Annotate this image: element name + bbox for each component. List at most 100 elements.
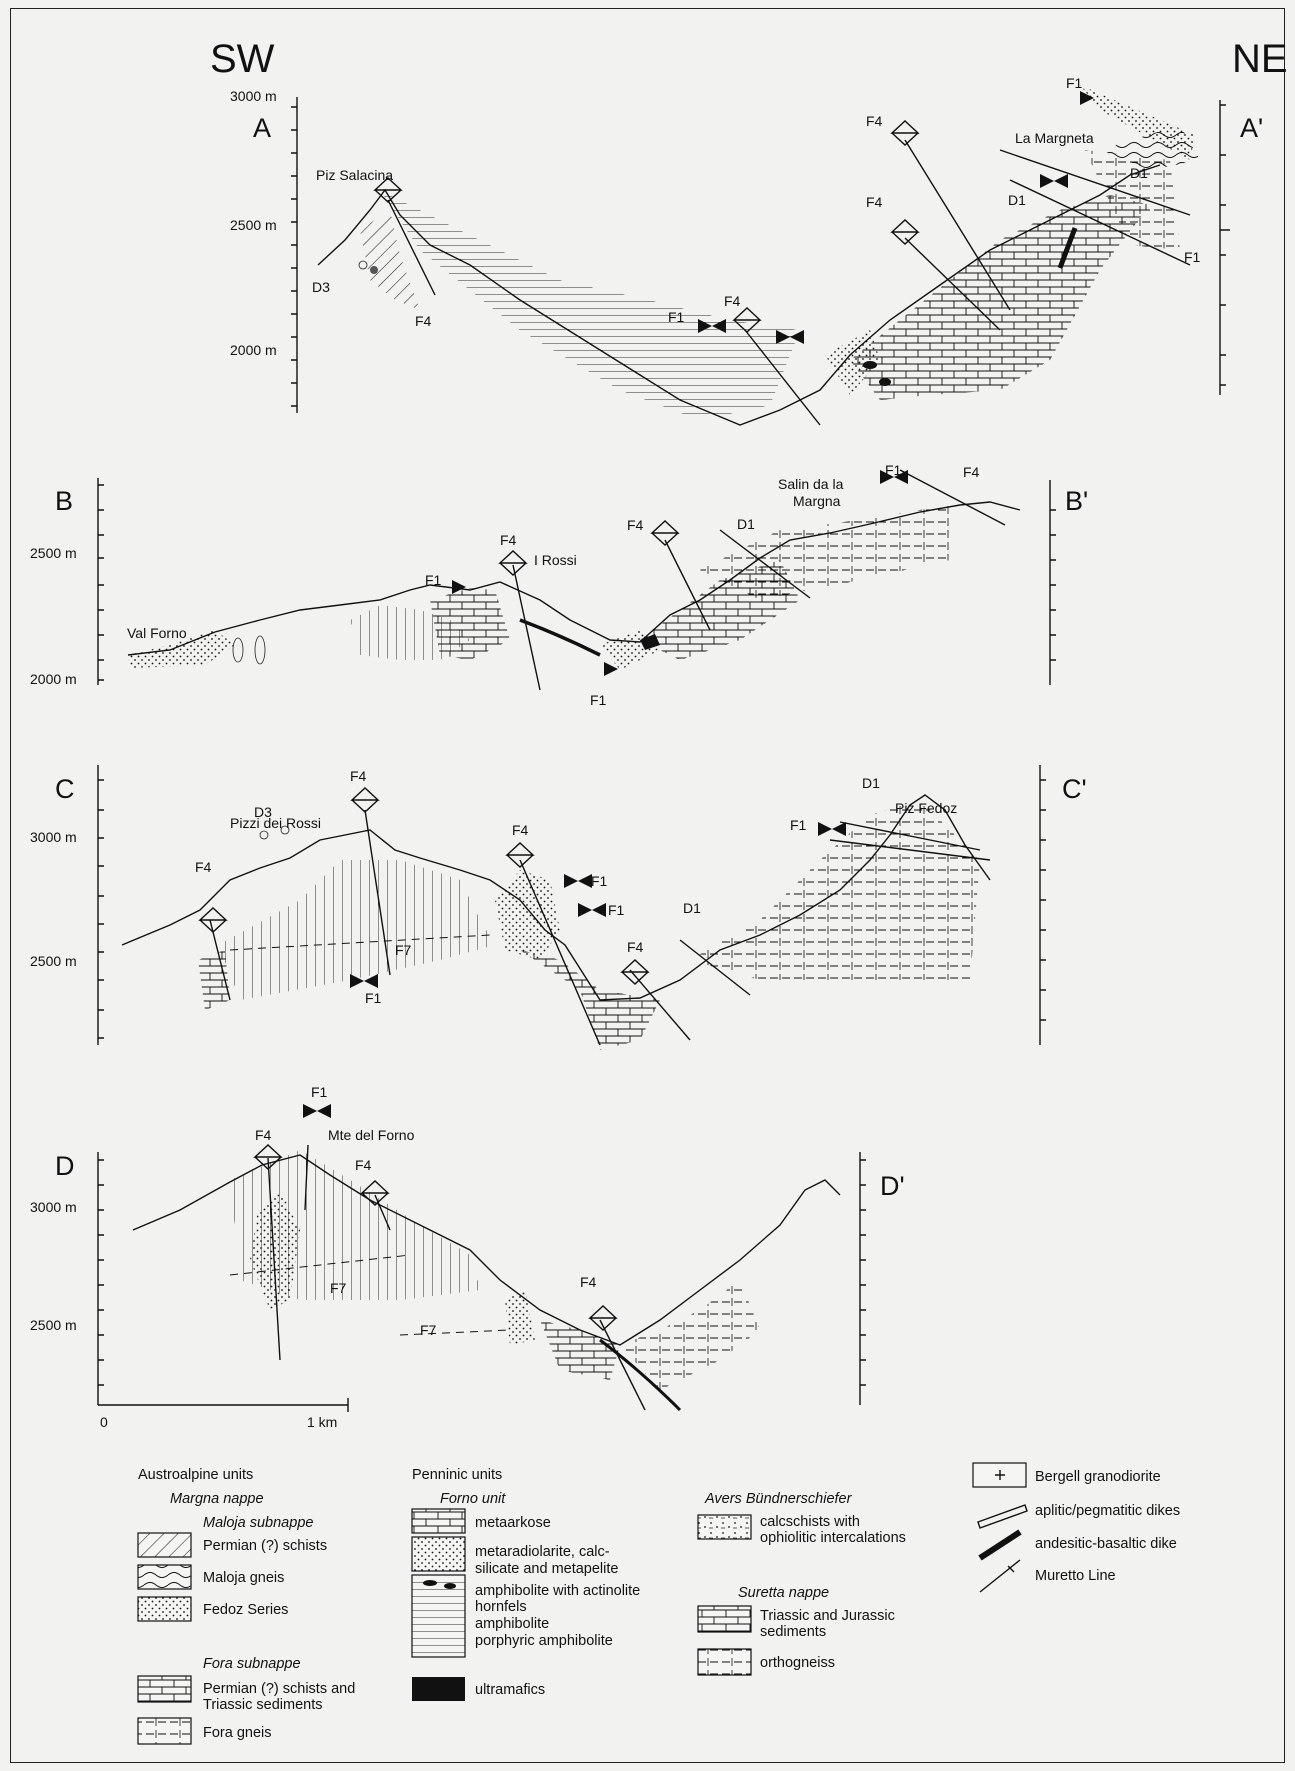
section-a-thrust-d1 <box>1009 179 1191 266</box>
section-d-f4-symbol <box>588 1305 618 1331</box>
legend-fedoz-series-label: Fedoz Series <box>203 1602 288 1618</box>
section-a-f4-symbol <box>890 120 920 146</box>
legend-metapelite-label: silicate and metapelite <box>475 1561 618 1577</box>
section-a-f4-symbol <box>732 307 762 333</box>
section-d: D D' 3000 m 2500 m Mte del Forno <box>30 1084 905 1430</box>
section-d-elev-2500: 2500 m <box>30 1317 77 1333</box>
section-c-dike-sediments <box>198 950 230 1010</box>
section-b-place-val-forno: Val Forno <box>127 625 187 641</box>
section-b-place-margna: Margna <box>793 493 841 509</box>
section-d-f4-label: F4 <box>355 1157 372 1173</box>
legend-amphibolite-actinolite-label: amphibolite with actinolite <box>475 1583 640 1599</box>
orientation-ne: NE <box>1232 37 1288 81</box>
section-b-f1-symbol <box>604 662 618 676</box>
legend-fora-gneis-label: Fora gneis <box>203 1725 272 1741</box>
section-a-d3-label: D3 <box>312 279 330 295</box>
section-b-elev-2500: 2500 m <box>30 545 77 561</box>
section-c-elev-3000: 3000 m <box>30 829 77 845</box>
section-a-f4-label: F4 <box>415 313 432 329</box>
section-a-f1-label: F1 <box>668 309 685 325</box>
section-b-f4-label: F4 <box>963 464 980 480</box>
section-d-f7-trace <box>229 1254 411 1276</box>
section-b-dike-lens <box>254 635 266 665</box>
legend-swatch-fora-sediments-pattern <box>138 1676 191 1702</box>
section-b-right-axis <box>1049 480 1056 685</box>
section-a-elev-2000: 2000 m <box>230 342 277 358</box>
section-c-f1-label: F1 <box>608 902 625 918</box>
section-c-fora-sediments <box>520 950 660 1050</box>
section-d-f7-label: F7 <box>420 1322 437 1338</box>
section-c-f1-symbol <box>818 822 846 836</box>
section-a-ultramafic-lens <box>863 361 877 369</box>
section-b: B B' 2500 m 2000 m Val Forno I R <box>30 462 1088 708</box>
legend-calcschists-label: calcschists with <box>760 1514 860 1530</box>
section-a-thrust-d1 <box>999 149 1191 216</box>
section-b-f4-symbol <box>498 550 528 576</box>
section-c-metaradiolarite <box>495 870 560 960</box>
section-a-topography <box>317 164 1161 426</box>
legend-metaarkose-label: metaarkose <box>475 1515 551 1531</box>
section-c-f1-label: F1 <box>591 873 608 889</box>
legend-swatch-amphibolite-pattern <box>412 1575 465 1657</box>
legend-hornfels-label: hornfels <box>475 1599 527 1615</box>
legend: Austroalpine units Margna nappe Maloja s… <box>137 1462 1180 1745</box>
section-d-f4-label: F4 <box>580 1274 597 1290</box>
section-c-d3-label: D3 <box>254 804 272 820</box>
section-a-f1-symbol <box>1080 91 1094 105</box>
section-d-andesitic-dike <box>599 1338 682 1412</box>
section-a-f4-label: F4 <box>866 113 883 129</box>
section-a-elev-2500: 2500 m <box>230 217 277 233</box>
legend-swatch-amphibolite-lens <box>444 1583 456 1589</box>
legend-avers-title: Avers Bündnerschiefer <box>704 1491 853 1507</box>
section-c: C C' 3000 m 2500 m <box>30 765 1087 1050</box>
legend-aplitic-dikes-label: aplitic/pegmatitic dikes <box>1035 1503 1180 1519</box>
section-d-orthogneiss <box>620 1280 760 1390</box>
legend-aplitic-dike-icon <box>977 1504 1028 1529</box>
legend-swatch-triassic-jurassic-pattern <box>698 1606 751 1632</box>
section-c-f1-symbol <box>578 903 606 917</box>
section-c-thrust-d1 <box>839 821 981 851</box>
scale-zero-label: 0 <box>100 1414 108 1430</box>
legend-metaradiolarite-label: metaradiolarite, calc- <box>475 1544 610 1560</box>
section-c-right-axis <box>1039 765 1046 1045</box>
section-a-d3-symbol <box>358 260 368 270</box>
section-c-f1-symbol <box>350 974 378 988</box>
section-a-axial-trace <box>387 199 436 296</box>
section-c-f7-label: F7 <box>395 942 412 958</box>
section-d-metaradiolarite <box>505 1290 535 1345</box>
section-b-d1-label: D1 <box>737 516 755 532</box>
section-c-axial-trace <box>364 809 391 976</box>
section-c-end-label: C' <box>1062 774 1087 804</box>
legend-swatch-fora-gneis-pattern <box>138 1718 191 1744</box>
section-d-end-label: D' <box>880 1171 905 1201</box>
section-a-place-la-margneta: La Margneta <box>1015 130 1094 146</box>
legend-orthogneiss-label: orthogneiss <box>760 1655 835 1671</box>
section-d-fedoz-dots <box>250 1190 300 1310</box>
section-d-f4-symbol <box>253 1144 283 1170</box>
section-c-f4-symbol <box>620 959 650 985</box>
section-a-start-label: A <box>253 113 271 143</box>
section-a-axial-trace <box>904 139 1011 311</box>
section-b-f4-symbol <box>650 520 680 546</box>
legend-swatch-orthogneiss-pattern <box>698 1649 751 1675</box>
section-c-thrust-d1 <box>679 939 751 996</box>
section-a-f4-symbol <box>373 177 403 203</box>
section-a-right-axis <box>1219 100 1230 395</box>
orientation-sw: SW <box>210 37 275 81</box>
section-c-thrust-d1 <box>829 839 991 861</box>
legend-ophiolitic-label: ophiolitic intercalations <box>760 1530 906 1546</box>
legend-granodiorite-label: Bergell granodiorite <box>1035 1469 1161 1485</box>
legend-permian-schists-label: Permian (?) schists <box>203 1538 327 1554</box>
section-a-f4-label: F4 <box>724 293 741 309</box>
section-c-f1-label: F1 <box>790 817 807 833</box>
section-b-thrust-d1 <box>899 469 1006 526</box>
section-a-f1-label: F1 <box>1066 75 1083 91</box>
section-c-f4-label: F4 <box>627 939 644 955</box>
section-b-f4-label: F4 <box>627 517 644 533</box>
section-b-dike-lens <box>232 637 244 663</box>
legend-swatch-fedoz-series-pattern <box>138 1597 191 1621</box>
section-c-start-label: C <box>55 774 75 804</box>
section-d-place-mte-del-forno: Mte del Forno <box>328 1127 415 1143</box>
section-c-f1-label: F1 <box>365 990 382 1006</box>
